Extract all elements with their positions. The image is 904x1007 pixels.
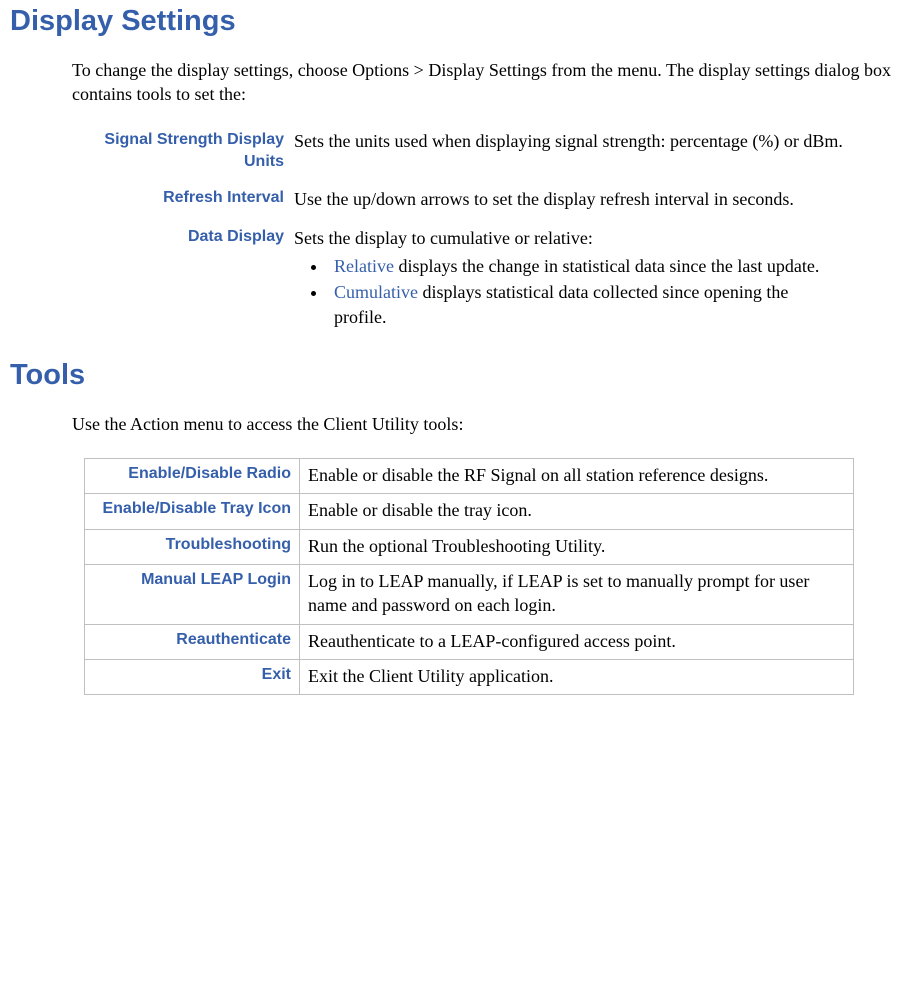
- def-term: Refresh Interval: [84, 187, 294, 209]
- def-row: Data Display Sets the display to cumulat…: [84, 226, 844, 331]
- tool-desc: Exit the Client Utility application.: [300, 659, 854, 694]
- table-row: Enable/Disable Radio Enable or disable t…: [85, 459, 854, 494]
- tool-desc: Run the optional Troubleshooting Utility…: [300, 529, 854, 564]
- def-desc: Sets the units used when displaying sign…: [294, 129, 844, 153]
- tool-desc: Enable or disable the RF Signal on all s…: [300, 459, 854, 494]
- tools-table: Enable/Disable Radio Enable or disable t…: [84, 458, 854, 695]
- heading-tools: Tools: [10, 359, 894, 392]
- def-desc: Sets the display to cumulative or relati…: [294, 226, 844, 331]
- intro-display-settings: To change the display settings, choose O…: [72, 58, 894, 107]
- def-desc: Use the up/down arrows to set the displa…: [294, 187, 844, 211]
- tool-desc: Log in to LEAP manually, if LEAP is set …: [300, 565, 854, 625]
- def-desc-intro: Sets the display to cumulative or relati…: [294, 228, 593, 248]
- tool-name: Troubleshooting: [85, 529, 300, 564]
- def-term: Signal Strength Display Units: [84, 129, 294, 174]
- tool-name: Exit: [85, 659, 300, 694]
- heading-display-settings: Display Settings: [10, 5, 894, 38]
- tool-desc: Reauthenticate to a LEAP-configured acce…: [300, 624, 854, 659]
- keyword-relative: Relative: [334, 256, 394, 276]
- table-row: Exit Exit the Client Utility application…: [85, 659, 854, 694]
- list-item: Relative displays the change in statisti…: [328, 254, 844, 278]
- table-row: Reauthenticate Reauthenticate to a LEAP-…: [85, 624, 854, 659]
- list-item: Cumulative displays statistical data col…: [328, 280, 844, 329]
- definitions-list: Signal Strength Display Units Sets the u…: [84, 129, 844, 331]
- table-row: Manual LEAP Login Log in to LEAP manuall…: [85, 565, 854, 625]
- def-row: Signal Strength Display Units Sets the u…: [84, 129, 844, 174]
- tool-name: Reauthenticate: [85, 624, 300, 659]
- tool-name: Enable/Disable Tray Icon: [85, 494, 300, 529]
- table-row: Troubleshooting Run the optional Trouble…: [85, 529, 854, 564]
- keyword-cumulative: Cumulative: [334, 282, 418, 302]
- def-term: Data Display: [84, 226, 294, 248]
- tool-desc: Enable or disable the tray icon.: [300, 494, 854, 529]
- table-row: Enable/Disable Tray Icon Enable or disab…: [85, 494, 854, 529]
- tool-name: Enable/Disable Radio: [85, 459, 300, 494]
- item-rest: displays the change in statistical data …: [394, 256, 819, 276]
- def-desc-list: Relative displays the change in statisti…: [294, 254, 844, 329]
- intro-tools: Use the Action menu to access the Client…: [72, 412, 894, 436]
- tool-name: Manual LEAP Login: [85, 565, 300, 625]
- def-row: Refresh Interval Use the up/down arrows …: [84, 187, 844, 211]
